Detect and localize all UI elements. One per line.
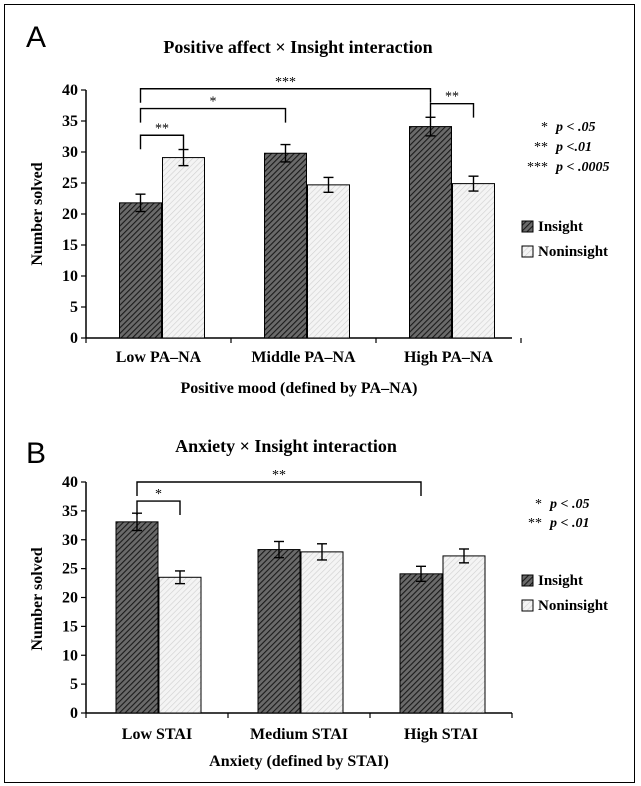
y-tick-label: 15 <box>62 237 78 254</box>
chart-title: Anxiety × Insight interaction <box>175 436 397 456</box>
significance-stars: * <box>210 95 217 110</box>
x-tick-label: High PA–NA <box>404 349 493 366</box>
significance-stars: ** <box>272 468 286 483</box>
y-tick-label: 20 <box>62 590 78 607</box>
key-stars: * <box>541 120 548 135</box>
bar-insight-2 <box>399 573 443 714</box>
y-tick-label: 10 <box>62 268 78 285</box>
y-tick-label: 25 <box>62 175 78 192</box>
y-tick-label: 10 <box>62 647 78 664</box>
bar-noninsight-1 <box>300 551 344 714</box>
legend-label-noninsight: Noninsight <box>538 598 608 614</box>
legend-swatch-noninsight <box>521 599 534 612</box>
y-tick-label: 40 <box>62 474 78 491</box>
significance-bracket <box>139 107 287 123</box>
x-axis-label: Positive mood (defined by PA–NA) <box>180 380 417 397</box>
legend-label-noninsight: Noninsight <box>538 244 608 260</box>
x-tick-label: Middle PA–NA <box>251 349 356 366</box>
y-axis-label: Number solved <box>29 162 46 265</box>
significance-bracket <box>139 134 185 150</box>
bar-insight-2 <box>409 126 452 339</box>
y-tick-label: 0 <box>70 705 78 722</box>
y-tick-label: 0 <box>70 330 78 347</box>
bar-noninsight-0 <box>158 576 202 714</box>
bar-insight-1 <box>264 152 307 339</box>
legend-swatch-insight <box>521 220 534 233</box>
significance-stars: * <box>155 487 162 502</box>
figure-frame-top <box>4 4 635 5</box>
y-tick-label: 15 <box>62 618 78 635</box>
figure-frame <box>4 4 635 783</box>
key-stars: * <box>535 497 542 512</box>
significance-bracket <box>429 102 475 118</box>
bar-noninsight-0 <box>162 157 205 339</box>
x-tick-label: Low PA–NA <box>116 349 202 366</box>
significance-bracket <box>136 481 422 496</box>
significance-stars: *** <box>275 75 296 90</box>
key-label: p < .05 <box>555 120 595 135</box>
bar-insight-0 <box>119 202 162 339</box>
x-axis-label: Anxiety (defined by STAI) <box>209 753 389 770</box>
bar-noninsight-2 <box>442 555 486 714</box>
legend-swatch-insight <box>521 574 534 587</box>
bar-noninsight-2 <box>452 183 495 339</box>
y-tick-label: 5 <box>70 299 78 316</box>
legend-label-insight: Insight <box>538 573 583 589</box>
key-label: p < .01 <box>549 516 589 531</box>
panel-letter: B <box>26 437 46 470</box>
bar-insight-0 <box>115 521 159 714</box>
y-tick-label: 40 <box>62 82 78 99</box>
legend-label-insight: Insight <box>538 219 583 235</box>
y-tick-label: 35 <box>62 113 78 130</box>
figure-frame-left <box>4 4 5 782</box>
bar-insight-1 <box>257 549 301 714</box>
legend-swatch-noninsight <box>521 245 534 258</box>
significance-bracket <box>136 500 181 516</box>
key-stars: *** <box>527 160 548 175</box>
x-tick-label: Medium STAI <box>250 726 348 743</box>
y-tick-label: 35 <box>62 503 78 520</box>
bar-noninsight-1 <box>307 184 350 339</box>
significance-stars: ** <box>155 121 169 136</box>
panel-a: A Positive affect × Insight interaction 0 5… <box>26 21 609 397</box>
significance-bracket <box>139 88 432 103</box>
y-tick-label: 5 <box>70 676 78 693</box>
panel-b: B Anxiety × Insight interaction 0 5 10 15 20 25… <box>26 436 608 770</box>
key-label: p <.01 <box>555 140 592 155</box>
y-tick-label: 25 <box>62 561 78 578</box>
panel-letter: A <box>26 21 46 54</box>
y-tick-label: 30 <box>62 532 78 549</box>
y-tick-label: 20 <box>62 206 78 223</box>
key-stars: ** <box>534 140 548 155</box>
significance-stars: ** <box>445 90 459 105</box>
x-tick-label: High STAI <box>404 726 478 743</box>
key-label: p < .05 <box>549 497 589 512</box>
key-label: p < .0005 <box>555 160 609 175</box>
key-stars: ** <box>528 516 542 531</box>
y-tick-label: 30 <box>62 144 78 161</box>
y-axis-label: Number solved <box>29 547 46 650</box>
x-tick-label: Low STAI <box>122 726 192 743</box>
chart-title: Positive affect × Insight interaction <box>163 37 432 57</box>
